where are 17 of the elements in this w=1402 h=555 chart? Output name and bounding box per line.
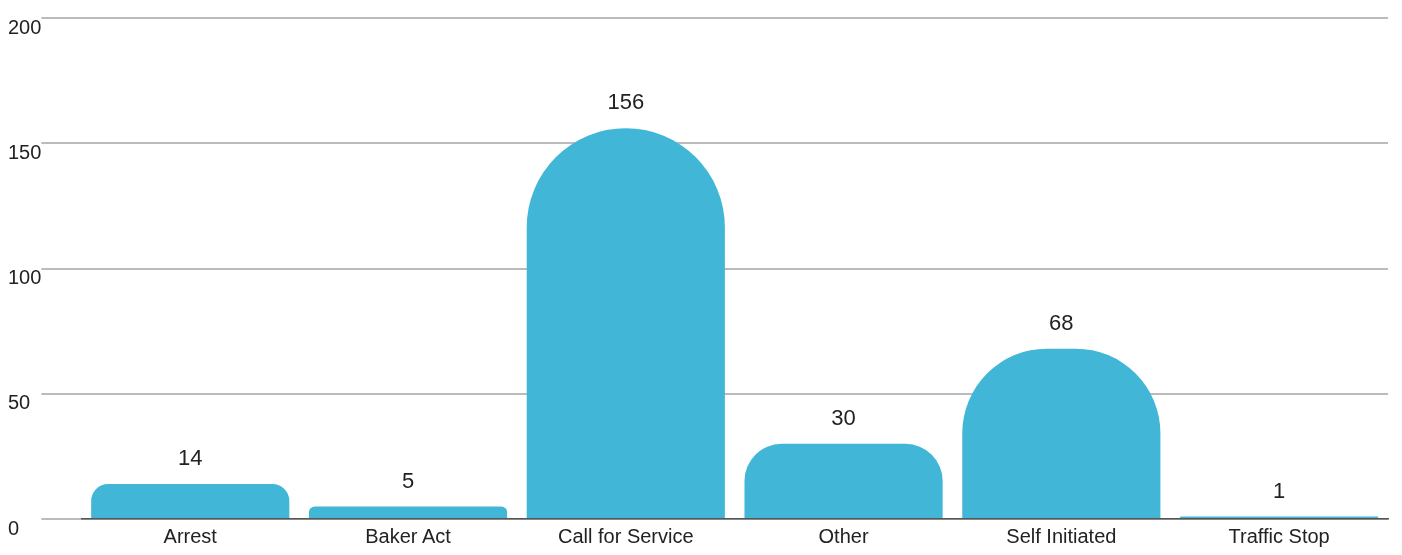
y-tick-label: 100 [8,266,42,289]
x-tick-label: Baker Act [365,524,452,547]
y-tick-label: 50 [8,391,31,414]
x-tick-label: Traffic Stop [1228,524,1330,547]
x-tick-label: Other [818,524,869,547]
x-tick-label: Self Initiated [1006,524,1117,547]
x-tick-label: Call for Service [557,524,694,547]
x-tick-label: Arrest [163,524,218,547]
data-label: 14 [178,444,203,470]
y-tick-label: 0 [8,516,20,539]
data-label: 68 [1049,309,1074,335]
data-label: 5 [401,467,415,493]
data-label: 156 [607,89,645,115]
data-label: 30 [831,404,856,430]
y-tick-label: 200 [8,15,42,38]
data-label: 1 [1272,477,1286,503]
y-tick-label: 150 [8,140,42,163]
